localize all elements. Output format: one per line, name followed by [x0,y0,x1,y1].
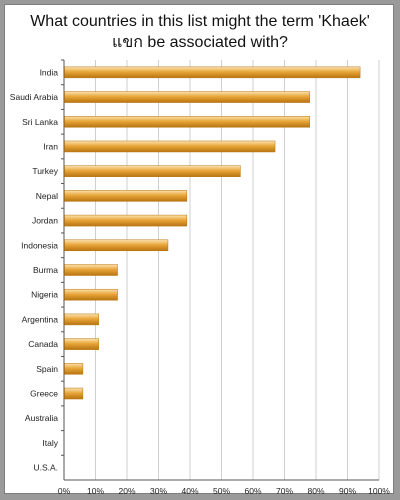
bar [64,313,99,326]
x-tick-label: 60% [244,486,261,495]
category-label: Nigeria [31,290,58,300]
bar [64,140,276,153]
category-label: Spain [36,364,58,374]
category-label: Greece [30,389,58,399]
bar [64,387,84,400]
category-label: Jordan [32,216,58,226]
bar [64,66,361,79]
bar [64,165,241,177]
x-tick-label: 90% [339,486,356,495]
bar [64,214,188,227]
category-label: Indonesia [21,240,58,250]
x-tick-label: 20% [118,486,135,495]
category-label: Iran [43,141,58,151]
category-label: Sri Lanka [22,117,58,127]
bar [64,264,118,276]
category-label: Italy [42,438,58,448]
x-tick-label: 70% [276,486,293,495]
x-tick-label: 40% [181,486,198,495]
bar [64,116,310,128]
category-label: Canada [28,339,58,349]
category-label: U.S.A. [33,463,58,473]
bar [64,363,84,375]
category-label: Burma [33,265,58,275]
chart-title: What countries in this list might the te… [5,11,395,53]
category-label: India [40,67,59,77]
x-tick-label: 0% [58,486,71,495]
x-tick-label: 80% [307,486,324,495]
x-tick-label: 30% [150,486,167,495]
bar [64,338,99,350]
bar [64,288,118,301]
chart-frame: What countries in this list might the te… [4,4,395,495]
category-label: Nepal [36,191,58,201]
bar [64,190,188,202]
category-label: Argentina [22,314,59,324]
category-label: Turkey [32,166,58,176]
chart-title-line-2: แขก be associated with? [112,34,288,51]
x-tick-label: 100% [368,486,390,495]
bar-chart: 0% 10% 20% 30% 40% 50% 60% 70% 80% 90% 100% India Sa… [10,59,390,495]
x-tick-label: 50% [213,486,230,495]
chart-title-line-1: What countries in this list might the te… [30,13,370,30]
category-label: Saudi Arabia [10,92,58,102]
x-tick-label: 10% [87,486,104,495]
bar [64,239,169,252]
category-label: Australia [25,413,58,423]
bar [64,91,310,103]
